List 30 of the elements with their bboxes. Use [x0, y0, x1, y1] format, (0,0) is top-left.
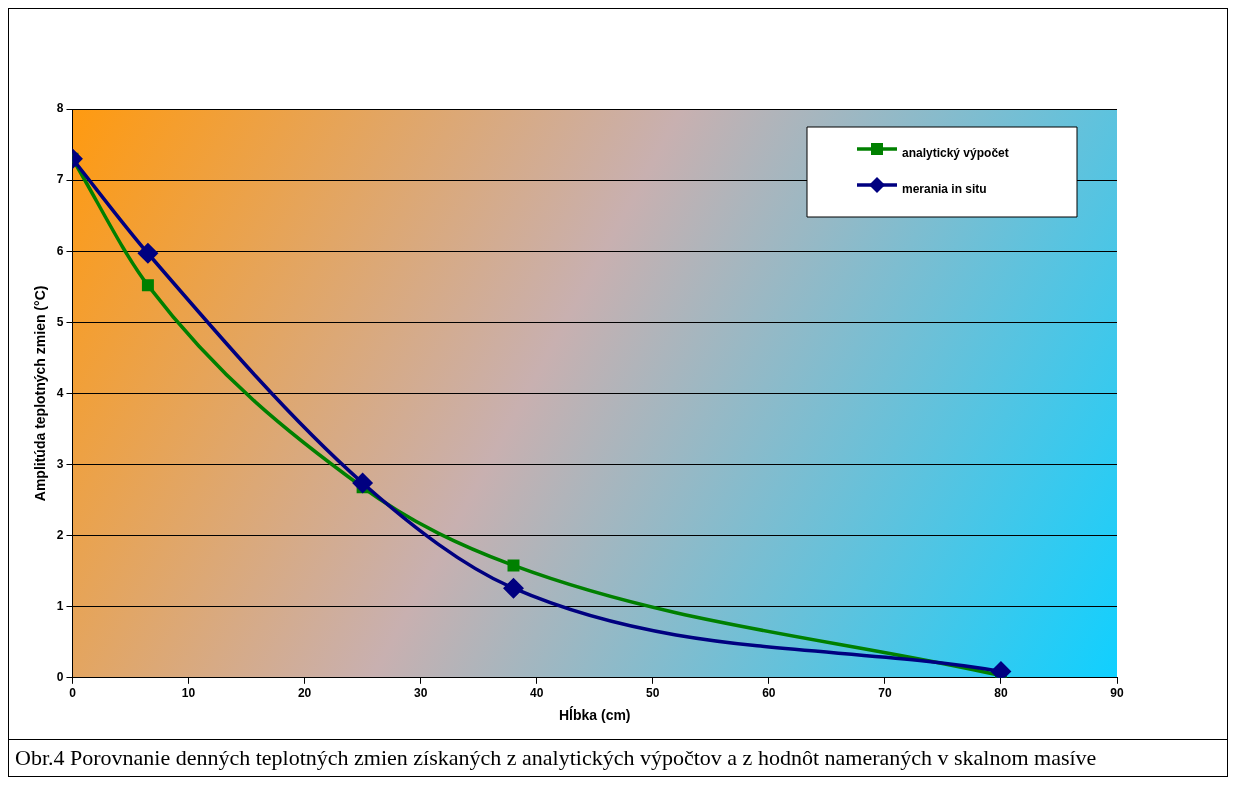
- x-tick-label: 70: [878, 686, 892, 701]
- x-tick-label: 0: [69, 686, 77, 701]
- x-tick-label: 60: [762, 686, 776, 701]
- x-tick-label: 90: [1110, 686, 1124, 701]
- text: Obr.4 Porovnanie denných teplotných zmien získaných z analytických výpočtov a z hodnôt nameraných v skalnom masíve: [9, 739, 1227, 776]
- y-tick-label: 6: [56, 243, 64, 258]
- y-tick-label: 7: [56, 172, 64, 187]
- y-tick-label: 8: [56, 101, 64, 116]
- x-tick-label: 20: [297, 686, 312, 701]
- x-tick-label: 40: [530, 686, 544, 701]
- y-tick-label: 5: [56, 314, 64, 329]
- y-tick-label: 0: [56, 670, 64, 685]
- legend-label: analytický výpočet: [902, 146, 1009, 161]
- x-tick-label: 10: [181, 686, 196, 701]
- point: [503, 578, 524, 598]
- y-axis-title: Amplitúda teplotných zmien (°C): [32, 285, 49, 502]
- y-tick-label: 4: [56, 385, 64, 400]
- legend-label: merania in situ: [902, 182, 987, 197]
- x-axis-title: Hĺbka (cm): [558, 706, 631, 724]
- point: [352, 473, 373, 493]
- point: [138, 243, 158, 264]
- y-tick-label: 2: [56, 527, 64, 542]
- y-tick-label: 1: [56, 599, 64, 614]
- x-tick-label: 80: [994, 686, 1008, 701]
- y-tick-label: 3: [56, 456, 64, 471]
- x-tick-label: 30: [413, 686, 428, 701]
- point: [507, 559, 520, 572]
- x-tick-label: 50: [646, 686, 660, 701]
- point: [991, 661, 1011, 678]
- point: [141, 279, 154, 292]
